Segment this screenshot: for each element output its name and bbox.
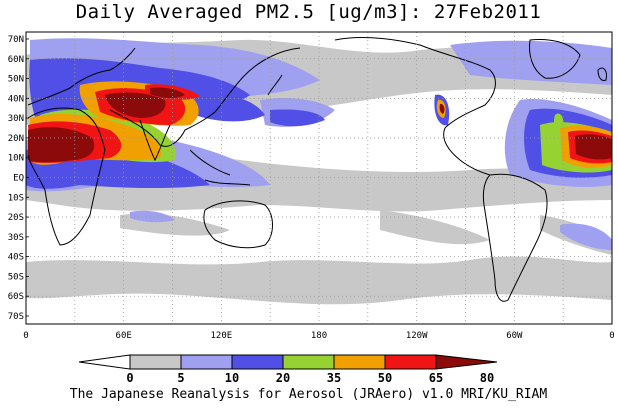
- map-frame: [25, 31, 613, 325]
- colorbar-segment: [384, 354, 437, 370]
- colorbar-segment: [180, 354, 233, 370]
- colorbar-label: 10: [225, 371, 239, 385]
- lon-label: 60W: [506, 331, 523, 341]
- latitude-labels: 70N 60N 50N 40N 30N 20N 10N EQ 10S 20S 30S 40S 50S 60…: [8, 35, 24, 322]
- colorbar-segment: [231, 354, 284, 370]
- colorbar-label: 20: [276, 371, 290, 385]
- colorbar: 0 5 10 20 35 50 65 80: [78, 354, 498, 385]
- data-credit: The Japanese Reanalysis for Aerosol (JRA…: [69, 387, 548, 402]
- colorbar-label: 5: [177, 371, 184, 385]
- lat-label: 70S: [8, 312, 24, 322]
- lon-label: 120W: [406, 331, 428, 341]
- colorbar-label: 50: [378, 371, 392, 385]
- lat-lon-grid: [26, 32, 612, 324]
- colorbar-label: 0: [126, 371, 133, 385]
- colorbar-arrow-low: [78, 354, 131, 370]
- lat-label: 60N: [8, 55, 24, 65]
- colorbar-arrow-high: [435, 354, 498, 370]
- lon-label: 180: [311, 331, 327, 341]
- coastlines: [27, 37, 607, 302]
- lat-label: 30S: [8, 233, 24, 243]
- lon-label: 120E: [210, 331, 232, 341]
- lon-label: 0: [609, 331, 614, 341]
- lon-label: 0: [23, 331, 28, 341]
- lat-label: 70N: [8, 35, 24, 45]
- lat-label: 50N: [8, 75, 24, 85]
- longitude-labels: 0 60E 120E 180 120W 60W 0: [23, 331, 614, 341]
- lat-label: 40S: [8, 253, 24, 263]
- colorbar-segment: [129, 354, 182, 370]
- lat-label: 10S: [8, 193, 24, 203]
- lat-label: 20S: [8, 213, 24, 223]
- lat-label: 20N: [8, 134, 24, 144]
- colorbar-label: 80: [480, 371, 494, 385]
- lat-label: 60S: [8, 292, 24, 302]
- colorbar-label: 65: [429, 371, 443, 385]
- colorbar-label: 35: [327, 371, 341, 385]
- lat-label: 30N: [8, 114, 24, 124]
- map-title: Daily Averaged PM2.5 [ug/m3]: 27Feb2011: [75, 1, 542, 23]
- lat-label: 40N: [8, 94, 24, 104]
- lat-label: EQ: [13, 174, 24, 184]
- lat-label: 50S: [8, 272, 24, 282]
- colorbar-segment: [333, 354, 386, 370]
- colorbar-segment: [282, 354, 335, 370]
- lon-label: 60E: [116, 331, 132, 341]
- lat-label: 10N: [8, 154, 24, 164]
